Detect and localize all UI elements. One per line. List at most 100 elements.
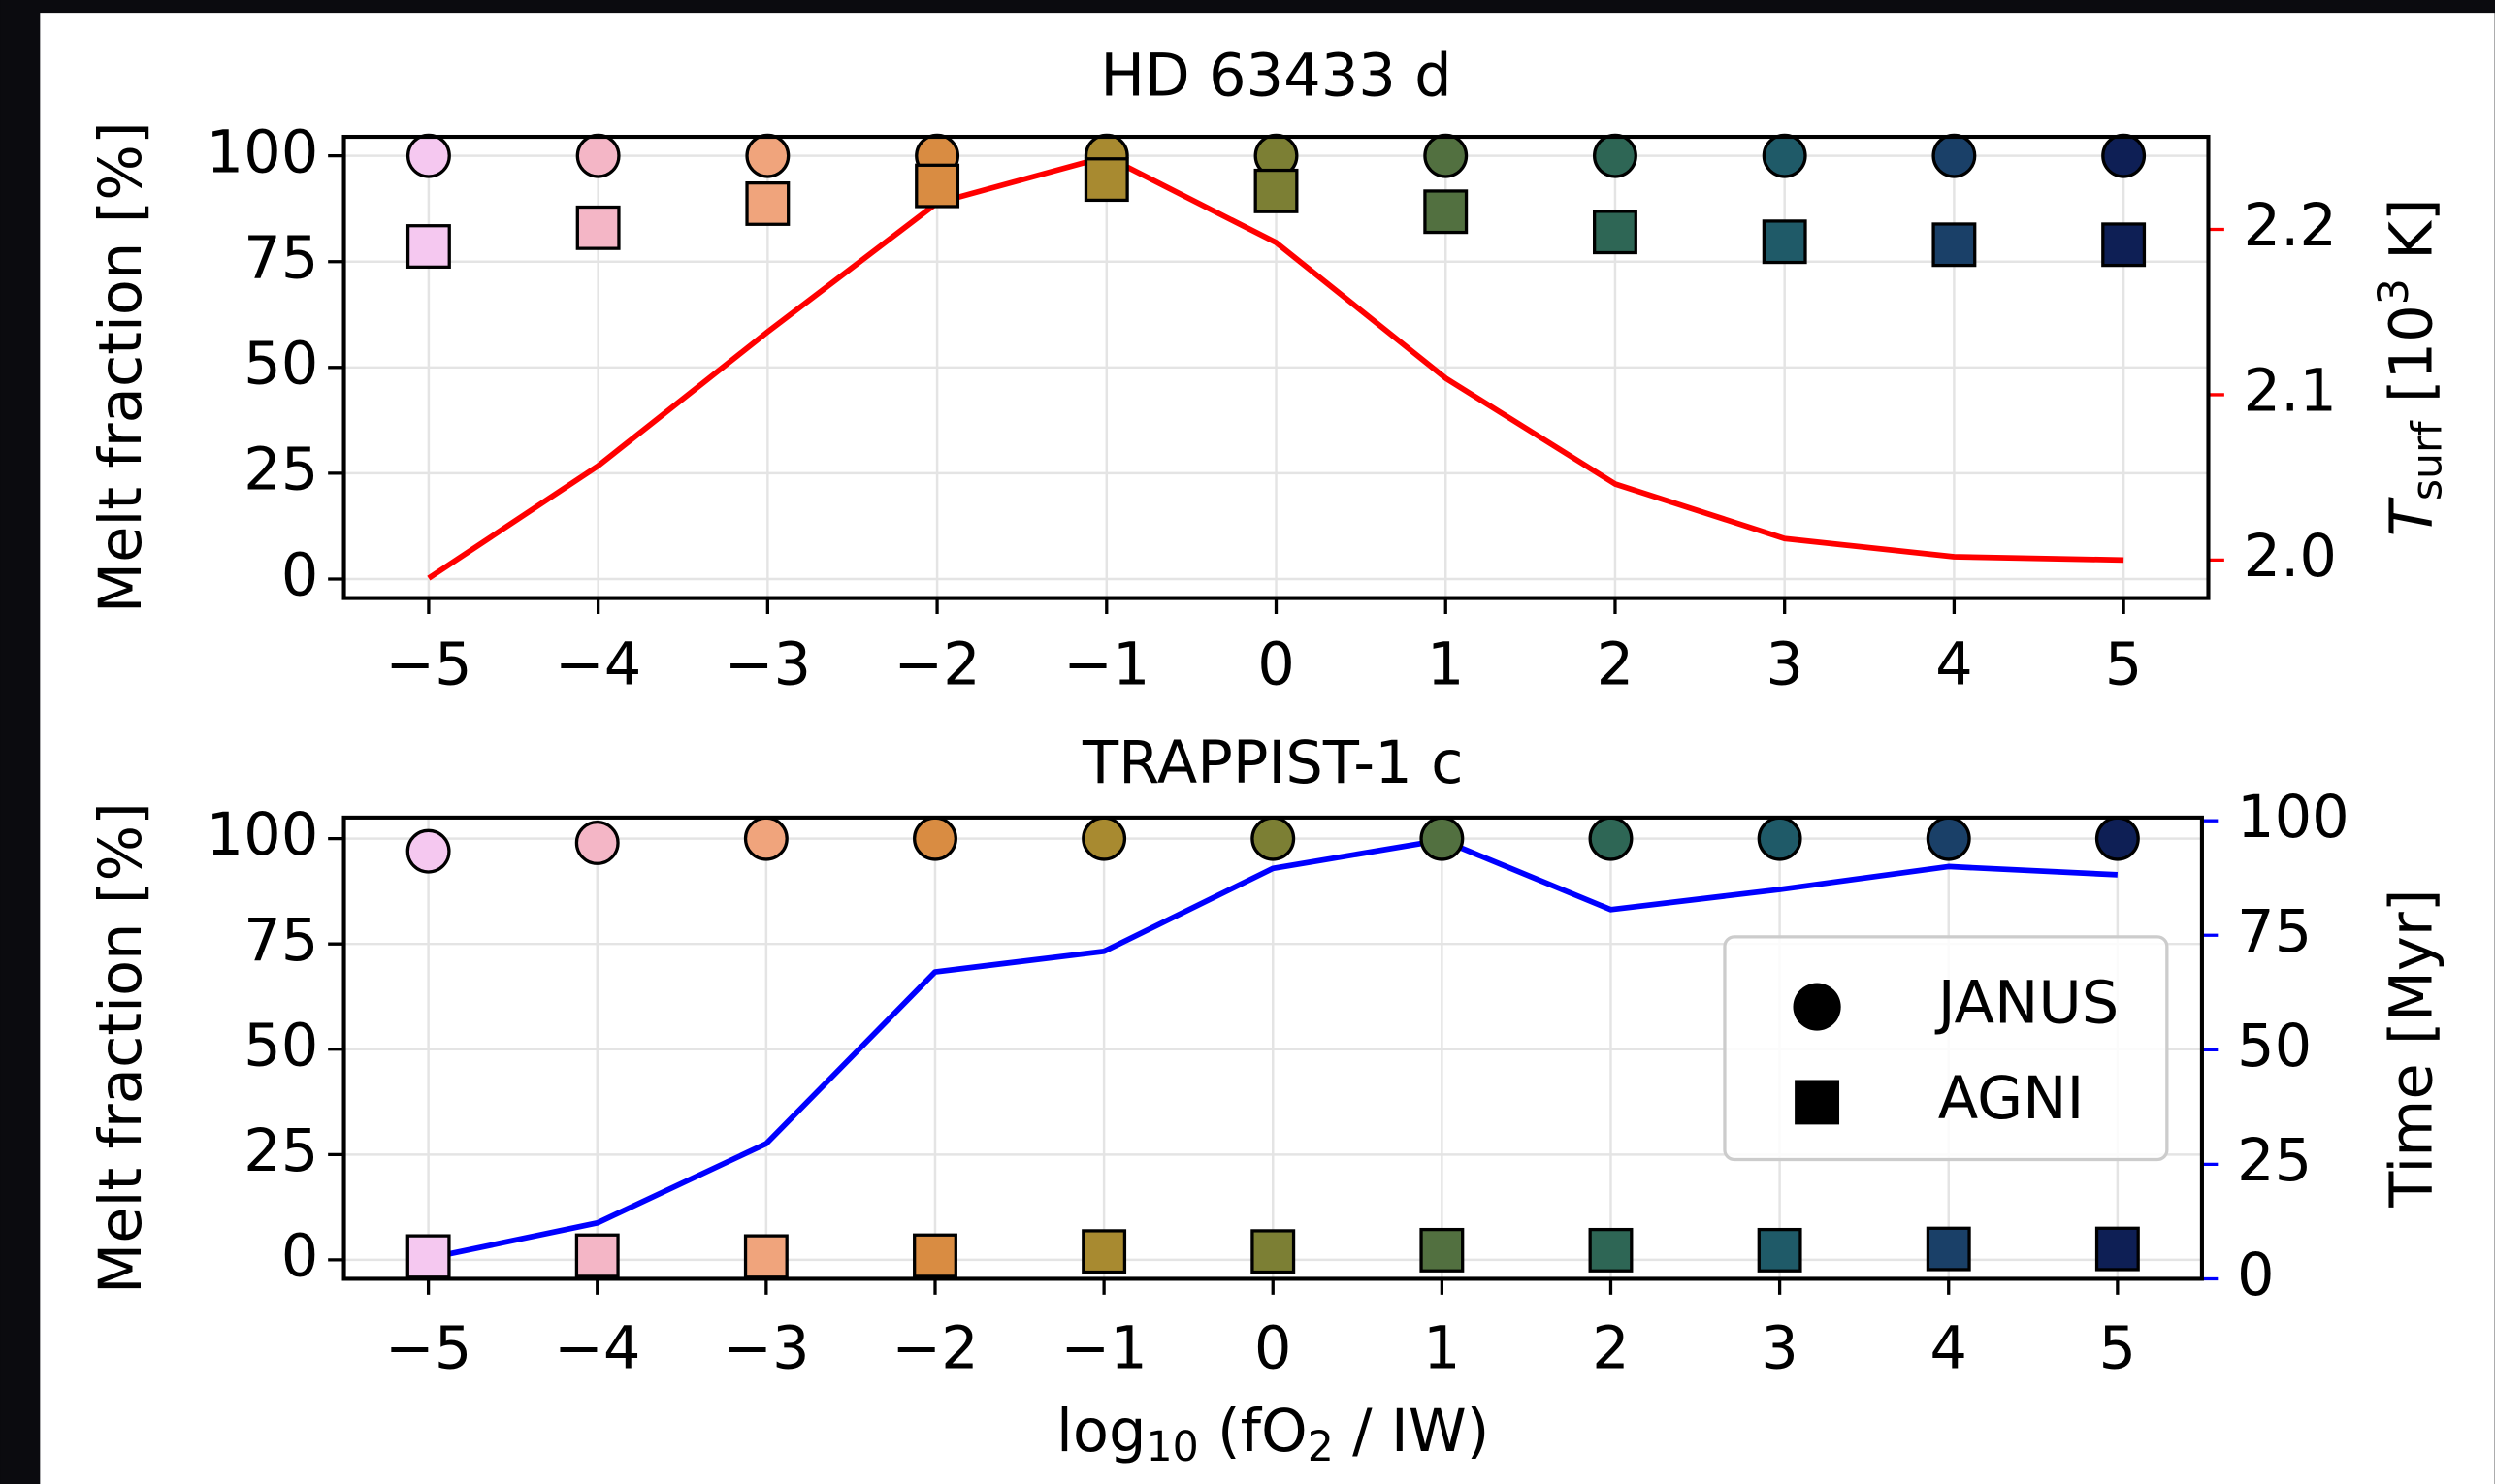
label-part: 3	[2369, 278, 2417, 305]
circle-marker	[1593, 133, 1637, 178]
plot-frame	[341, 134, 2211, 600]
chart-title: TRAPPIST-1 c	[1082, 729, 1463, 797]
y2-tick-label: 100	[2237, 784, 2349, 852]
x-tick-label: −1	[1060, 1314, 1147, 1382]
square-marker	[405, 1234, 451, 1279]
chart-title: HD 63433 d	[1100, 43, 1451, 111]
y-tick-label: 75	[243, 907, 318, 975]
square-marker	[1762, 219, 1807, 265]
circle-marker	[1423, 133, 1469, 178]
square-marker	[1926, 1226, 1971, 1272]
x-tick-label: −5	[385, 630, 471, 698]
x-tick-label: −4	[554, 1314, 640, 1382]
circle-marker	[405, 133, 451, 178]
y-tick-label: 25	[243, 436, 318, 503]
x-tick-label: −1	[1063, 630, 1150, 698]
label-part: / IW)	[1334, 1398, 1490, 1466]
label-part: [10	[2378, 305, 2446, 421]
y-tick-label: 75	[243, 224, 318, 292]
square-marker	[915, 163, 960, 209]
legend-marker	[1795, 1080, 1840, 1125]
x-tick-label: 1	[1423, 1314, 1461, 1382]
square-marker	[2094, 1226, 2140, 1272]
square-marker	[575, 205, 621, 250]
x-tick-label: −5	[385, 1314, 471, 1382]
circle-marker	[1757, 816, 1802, 861]
x-tick-label: 0	[1257, 630, 1295, 698]
x-tick-label: −3	[725, 630, 811, 698]
circle-marker	[1082, 816, 1127, 861]
plot-frame	[341, 815, 2204, 1281]
square-marker	[1253, 168, 1299, 213]
circle-marker	[575, 133, 621, 178]
y-tick-label: 0	[281, 542, 319, 610]
circle-marker	[405, 828, 451, 874]
x-tick-label: 1	[1427, 630, 1465, 698]
square-marker	[913, 1233, 957, 1278]
circle-marker	[1419, 816, 1465, 861]
x-tick-label: 4	[1929, 1314, 1967, 1382]
square-marker	[1757, 1227, 1802, 1273]
x-tick-label: −3	[723, 1314, 809, 1382]
circle-marker	[574, 820, 620, 865]
x-axis-label: log10 (fO2 / IW)	[1056, 1398, 1489, 1471]
square-marker	[1588, 1227, 1634, 1273]
label-part: (fO	[1199, 1398, 1308, 1466]
label-part: 2	[1308, 1422, 1334, 1470]
x-tick-label: 4	[1935, 630, 1973, 698]
circle-marker	[2101, 133, 2147, 178]
circle-marker	[1250, 816, 1296, 861]
circle-marker	[743, 816, 789, 861]
label-part: surf	[2403, 420, 2451, 500]
x-tick-label: 3	[1766, 630, 1803, 698]
square-marker	[405, 224, 451, 269]
y-tick-label: 50	[243, 330, 318, 398]
square-marker	[2101, 222, 2147, 268]
circle-marker	[1762, 133, 1807, 178]
square-marker	[1593, 210, 1637, 255]
line-series	[428, 837, 2119, 1262]
legend-label: JANUS	[1934, 970, 2120, 1038]
x-tick-label: −4	[555, 630, 641, 698]
y2-tick-label: 2.0	[2244, 523, 2337, 591]
y2-tick-label: 0	[2237, 1242, 2275, 1309]
line-series	[427, 153, 2124, 581]
square-marker	[574, 1233, 620, 1278]
legend-label: AGNI	[1938, 1065, 2085, 1133]
circle-marker	[913, 816, 957, 861]
square-marker	[1084, 157, 1129, 203]
y2-axis-label: Time [Myr]	[2378, 889, 2446, 1209]
y2-tick-label: 25	[2237, 1127, 2312, 1195]
y-tick-label: 0	[281, 1223, 319, 1291]
circle-marker	[1931, 133, 1977, 178]
label-part: log	[1056, 1398, 1146, 1466]
y2-tick-label: 75	[2237, 898, 2312, 966]
x-tick-label: 5	[2105, 630, 2143, 698]
square-marker	[1931, 222, 1977, 268]
square-marker	[1423, 189, 1469, 235]
x-tick-label: 2	[1592, 1314, 1630, 1382]
label-part: T	[2378, 497, 2446, 536]
square-marker	[1082, 1229, 1127, 1274]
y2-tick-label: 2.2	[2244, 192, 2337, 260]
x-tick-label: 0	[1254, 1314, 1292, 1382]
y-axis-label: Melt fraction [%]	[87, 802, 155, 1294]
circle-marker	[2094, 816, 2140, 861]
legend-marker	[1793, 983, 1841, 1031]
y2-tick-label: 50	[2237, 1013, 2312, 1081]
x-tick-label: −2	[891, 1314, 978, 1382]
y-tick-label: 100	[207, 118, 319, 186]
square-marker	[745, 181, 791, 226]
square-marker	[743, 1234, 789, 1279]
square-marker	[1250, 1229, 1296, 1274]
label-part: K]	[2378, 198, 2446, 278]
x-tick-label: 2	[1597, 630, 1635, 698]
circle-marker	[1926, 816, 1971, 861]
x-tick-label: −2	[893, 630, 980, 698]
y-tick-label: 100	[207, 801, 319, 869]
y-tick-label: 25	[243, 1117, 318, 1185]
y2-tick-label: 2.1	[2244, 358, 2337, 426]
square-marker	[1419, 1227, 1465, 1273]
